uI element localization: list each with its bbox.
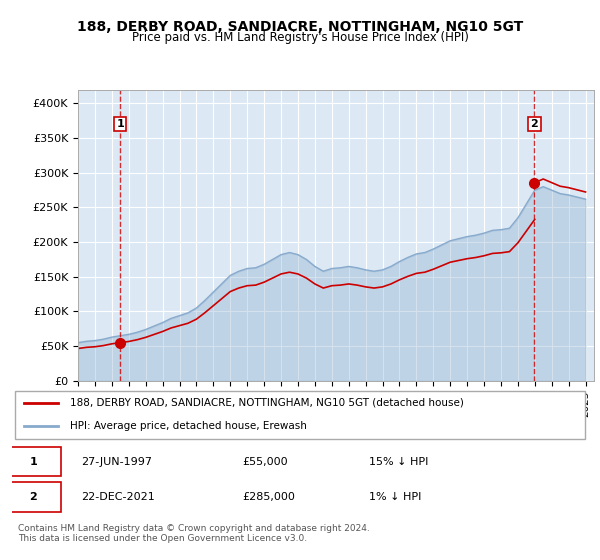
Text: 2: 2	[29, 492, 37, 502]
Text: 27-JUN-1997: 27-JUN-1997	[81, 456, 152, 466]
Text: 15% ↓ HPI: 15% ↓ HPI	[369, 456, 428, 466]
Text: 188, DERBY ROAD, SANDIACRE, NOTTINGHAM, NG10 5GT: 188, DERBY ROAD, SANDIACRE, NOTTINGHAM, …	[77, 20, 523, 34]
FancyBboxPatch shape	[6, 447, 61, 477]
FancyBboxPatch shape	[6, 483, 61, 512]
Text: 1: 1	[116, 119, 124, 129]
Text: HPI: Average price, detached house, Erewash: HPI: Average price, detached house, Erew…	[70, 421, 307, 431]
Text: 22-DEC-2021: 22-DEC-2021	[81, 492, 155, 502]
Text: Contains HM Land Registry data © Crown copyright and database right 2024.
This d: Contains HM Land Registry data © Crown c…	[18, 524, 370, 543]
Text: 1% ↓ HPI: 1% ↓ HPI	[369, 492, 421, 502]
FancyBboxPatch shape	[15, 391, 585, 438]
Text: £55,000: £55,000	[242, 456, 288, 466]
Text: 2: 2	[530, 119, 538, 129]
Text: £285,000: £285,000	[242, 492, 295, 502]
Text: 188, DERBY ROAD, SANDIACRE, NOTTINGHAM, NG10 5GT (detached house): 188, DERBY ROAD, SANDIACRE, NOTTINGHAM, …	[70, 398, 463, 408]
Text: Price paid vs. HM Land Registry's House Price Index (HPI): Price paid vs. HM Land Registry's House …	[131, 31, 469, 44]
Text: 1: 1	[29, 456, 37, 466]
